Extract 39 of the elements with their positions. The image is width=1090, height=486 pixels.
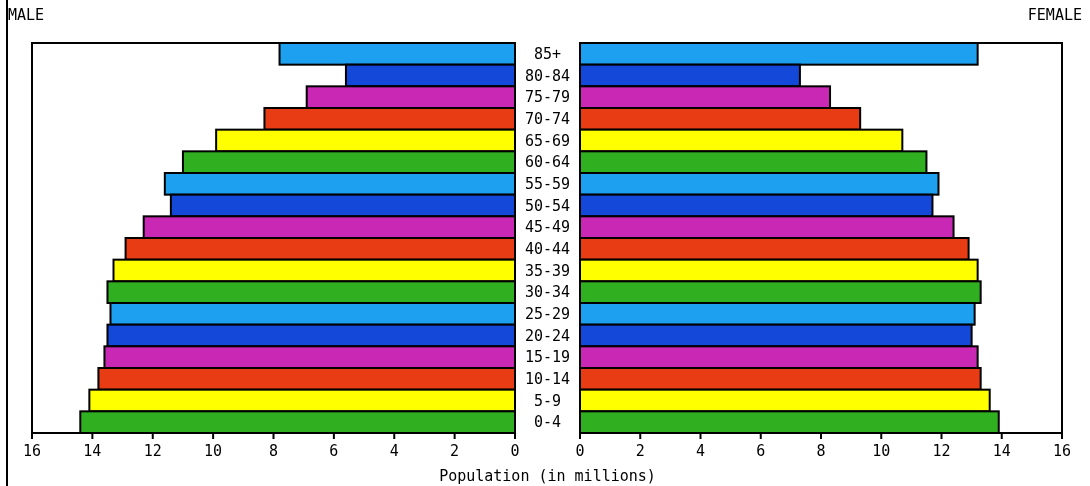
x-tick-label: 16 — [1052, 442, 1072, 460]
x-tick-label: 4 — [695, 442, 706, 460]
y-tick-label: 55-59 — [524, 174, 571, 193]
y-tick-label: 5-9 — [533, 391, 562, 410]
y-tick-label: 35-39 — [524, 261, 571, 280]
x-tick-label: 2 — [450, 442, 460, 460]
x-tick-label: 16 — [22, 442, 42, 460]
y-tick-label: 60-64 — [524, 153, 571, 172]
x-tick-label: 10 — [872, 442, 891, 460]
chart-title: FEMALE — [1027, 6, 1082, 24]
y-tick-label: 20-24 — [524, 326, 571, 345]
y-tick-label: 10-14 — [524, 369, 571, 388]
x-tick-label: 4 — [389, 442, 399, 460]
x-tick-label: 12 — [143, 442, 162, 460]
y-tick-label: 85+ — [533, 44, 562, 63]
x-tick-label: 12 — [932, 442, 951, 460]
y-tick-label: 75-79 — [524, 88, 571, 107]
y-tick-label: 80-84 — [524, 66, 571, 85]
x-tick-label: 14 — [992, 442, 1011, 460]
x-tick-label: 0 — [510, 442, 520, 460]
x-tick-label: 2 — [635, 442, 645, 460]
x-tick-label: 6 — [756, 442, 766, 460]
x-tick-label: 6 — [329, 442, 339, 460]
chart-title: MALE — [8, 6, 45, 24]
y-tick-label: 40-44 — [524, 239, 571, 258]
y-tick-label: 15-19 — [524, 348, 571, 367]
x-tick-label: 10 — [204, 442, 223, 460]
x-tick-label: 8 — [816, 442, 826, 460]
y-tick-label: 25-29 — [524, 304, 571, 323]
y-tick-label: 30-34 — [524, 283, 571, 302]
x-tick-label: 14 — [83, 442, 102, 460]
y-tick-label: 45-49 — [524, 218, 571, 237]
y-tick-label: 0-4 — [533, 413, 562, 432]
x-tick-label: 8 — [268, 442, 279, 460]
x-axis-title: Population (in millions) — [439, 467, 656, 485]
y-tick-label: 65-69 — [524, 131, 571, 150]
y-tick-label: 50-54 — [524, 196, 571, 215]
x-tick-label: 0 — [575, 442, 585, 460]
y-tick-label: 70-74 — [524, 109, 571, 128]
